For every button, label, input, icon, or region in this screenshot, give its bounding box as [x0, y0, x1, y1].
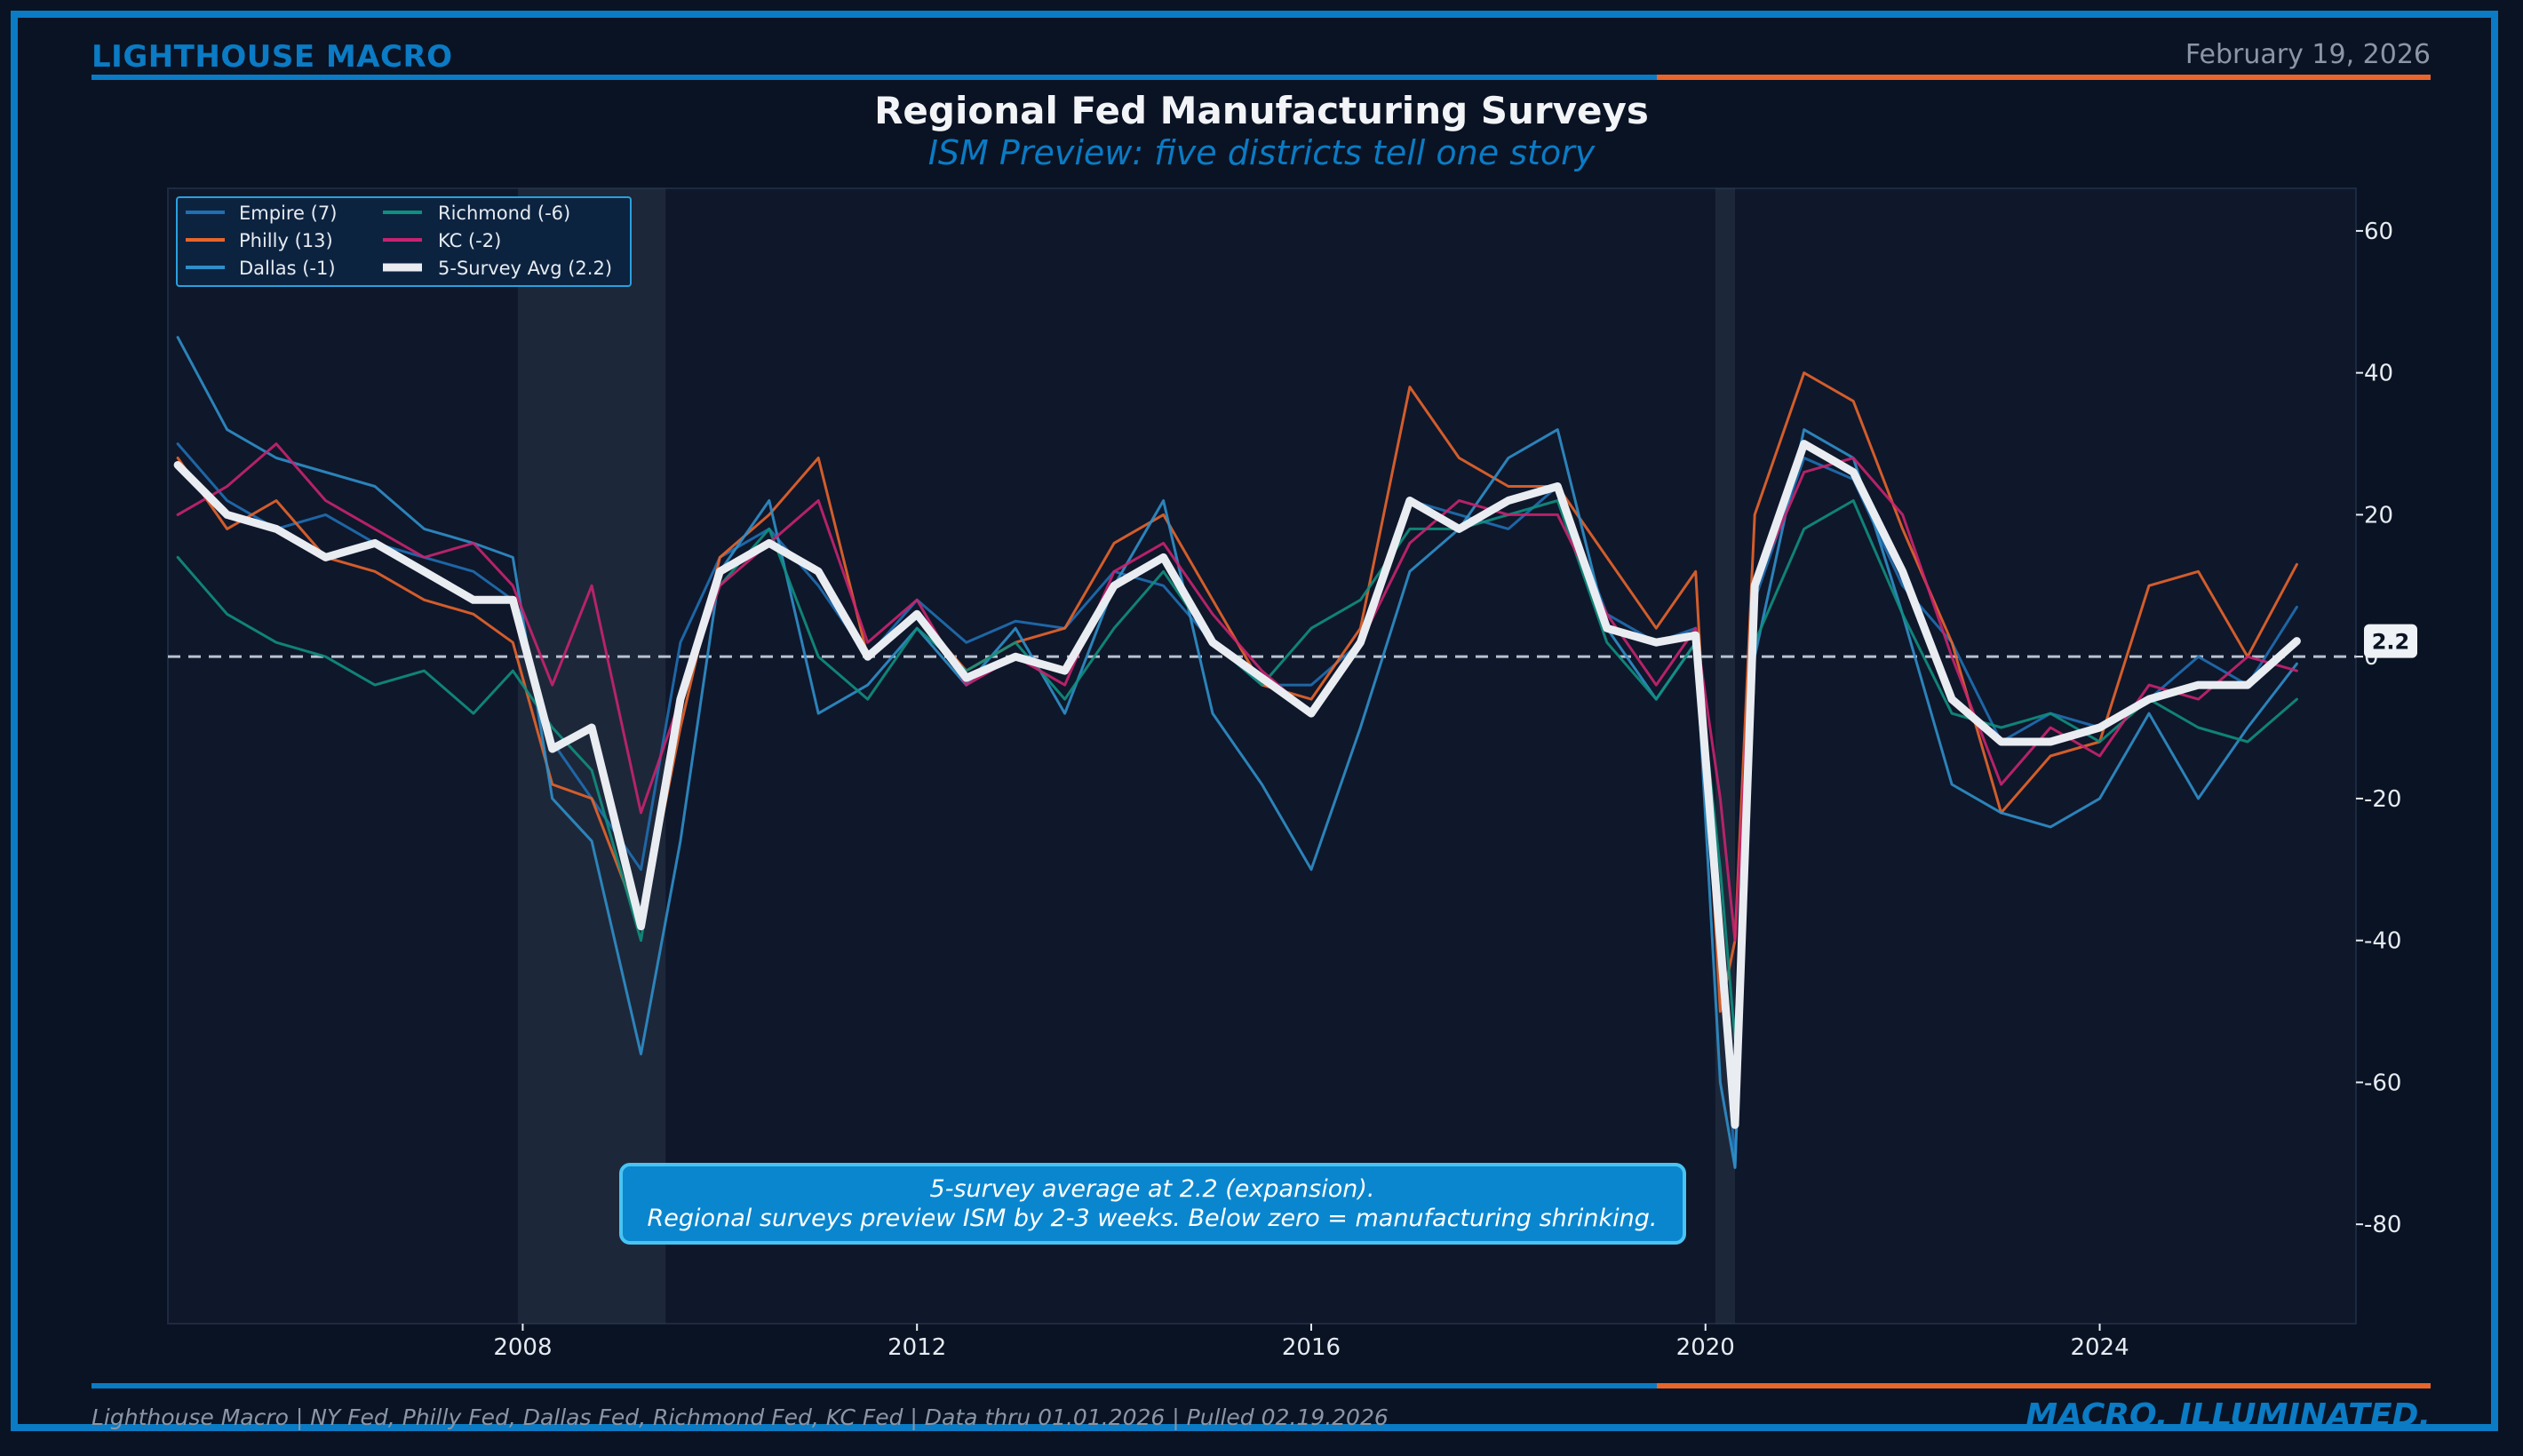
footer-rule-orange: [1657, 1383, 2431, 1388]
report-date: February 19, 2026: [2185, 39, 2431, 70]
header-rule-blue: [92, 75, 1657, 80]
series-line-dallas: [176, 336, 2298, 1169]
recession-shading: [517, 188, 1736, 1324]
y-tick-label-60: 60: [2364, 219, 2393, 245]
outer-frame: [11, 11, 2498, 1431]
chart-title: Regional Fed Manufacturing Surveys: [874, 89, 1649, 132]
series-layer: [173, 336, 2301, 1169]
legend: Empire (7) Philly (13) Dallas (-1) Richm…: [176, 196, 632, 287]
legend-label-average: 5-Survey Avg (2.2): [438, 258, 612, 279]
x-tick-label-2020: 2020: [1676, 1334, 1735, 1361]
axes: 200820122016202020246040200-20-40-60-80: [493, 219, 2401, 1361]
last-value-badge: 2.2: [2364, 624, 2417, 658]
plot-area: [167, 187, 2357, 1325]
last-value-label: 2.2: [2372, 630, 2410, 655]
brand-logo: LIGHTHOUSE MACRO: [92, 39, 453, 75]
annotation-line-1: 5-survey average at 2.2 (expansion).: [930, 1175, 1375, 1203]
x-tick-label-2024: 2024: [2070, 1334, 2129, 1361]
legend-label-richmond: Richmond (-6): [438, 203, 570, 224]
footer-tagline: MACRO, ILLUMINATED.: [2026, 1397, 2431, 1434]
x-tick-label-2012: 2012: [887, 1334, 946, 1361]
series-line-5-survey: [173, 440, 2301, 1129]
legend-label-philly: Philly (13): [239, 230, 333, 251]
y-tick-label-20: 20: [2364, 502, 2393, 529]
recession-band-0: [517, 188, 666, 1324]
y-tick-label--80: -80: [2364, 1212, 2401, 1238]
header-rule-orange: [1657, 75, 2431, 80]
legend-label-empire: Empire (7): [239, 203, 337, 224]
y-tick-label--40: -40: [2364, 928, 2401, 955]
legend-label-dallas: Dallas (-1): [239, 258, 336, 279]
y-tick-label--20: -20: [2364, 786, 2401, 813]
y-tick-label--60: -60: [2364, 1070, 2401, 1096]
footer-source: Lighthouse Macro | NY Fed, Philly Fed, D…: [92, 1404, 1389, 1430]
x-tick-label-2016: 2016: [1282, 1334, 1341, 1361]
annotation-line-2: Regional surveys preview ISM by 2-3 week…: [648, 1205, 1658, 1232]
annotation-box: 5-survey average at 2.2 (expansion). Reg…: [619, 1163, 1686, 1245]
x-tick-label-2008: 2008: [493, 1334, 552, 1361]
series-line-kc: [176, 442, 2298, 943]
chart-subtitle: ISM Preview: five districts tell one sto…: [927, 133, 1596, 172]
legend-label-kc: KC (-2): [438, 230, 501, 251]
y-tick-label-40: 40: [2364, 361, 2393, 387]
footer-rule-blue: [92, 1383, 1657, 1388]
